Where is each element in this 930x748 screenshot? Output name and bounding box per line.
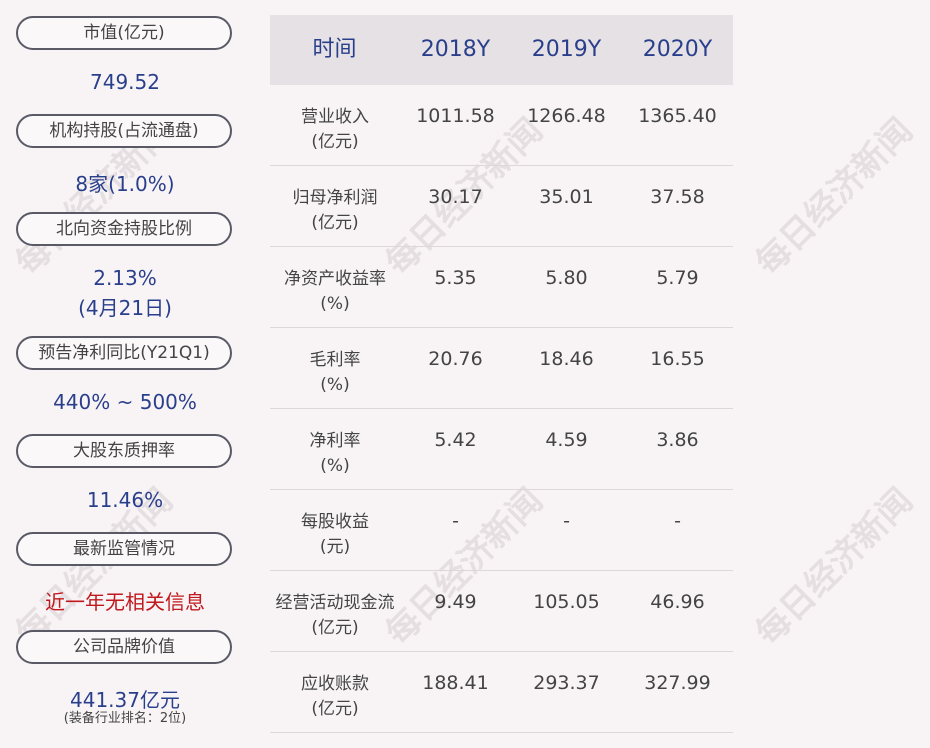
table-cell: 5.35 [434, 267, 477, 289]
institutional-holding-value: 8家(1.0%) [75, 172, 175, 196]
table-cell: 20.76 [428, 348, 483, 370]
table-cell: 188.41 [422, 672, 489, 694]
table-cell: 5.42 [434, 429, 477, 451]
table-row: 净利率 (%) 5.42 4.59 3.86 [270, 409, 733, 490]
table-cell: 5.80 [545, 267, 588, 289]
table-row: 净资产收益率 (%) 5.35 5.80 5.79 [270, 247, 733, 328]
pledge-ratio-value: 11.46% [86, 488, 164, 512]
table-cell: 327.99 [644, 672, 711, 694]
row-label-text: 应收账款 [301, 674, 369, 694]
brand-value-value: 441.37亿元 [70, 688, 180, 712]
row-label-text: 净资产收益率 [284, 269, 386, 289]
row-label: 应收账款 (亿元) [270, 652, 400, 722]
profit-forecast-value: 440% ~ 500% [53, 390, 197, 414]
row-label: 经营活动现金流 (亿元) [270, 571, 400, 641]
row-label: 毛利率 (%) [270, 328, 400, 398]
row-label-text: 每股收益 [301, 512, 369, 532]
table-cell: - [452, 510, 459, 532]
row-label-text: 经营活动现金流 [275, 593, 395, 613]
table-cell: 293.37 [533, 672, 600, 694]
row-label-text: 营业收入 [301, 107, 369, 127]
row-label: 净利率 (%) [270, 409, 400, 479]
table-cell: 46.96 [650, 591, 705, 613]
header-year: 2020Y [642, 37, 713, 62]
table-cell: 9.49 [434, 591, 477, 613]
table-cell: - [674, 510, 681, 532]
row-label: 营业收入 (亿元) [270, 85, 400, 155]
table-cell: 35.01 [539, 186, 594, 208]
row-label: 归母净利润 (亿元) [270, 166, 400, 236]
profit-forecast-label: 预告净利同比(Y21Q1) [16, 336, 232, 370]
row-label-unit: (亿元) [311, 213, 359, 233]
row-label-unit: (%) [320, 294, 350, 314]
market-cap-label: 市值(亿元) [16, 16, 232, 50]
table-cell: 1011.58 [416, 105, 495, 127]
header-year: 2019Y [531, 37, 602, 62]
left-summary-panel: 市值(亿元) 749.52 机构持股(占流通盘) 8家(1.0%) 北向资金持股… [0, 0, 250, 748]
row-label-text: 净利率 [309, 431, 361, 451]
brand-value-rank-note: (装备行业排名：2位) [63, 711, 187, 726]
northbound-ratio-value: 2.13% [93, 266, 157, 290]
watermark: 每日经济新闻 [748, 110, 921, 284]
table-cell: 5.79 [656, 267, 699, 289]
regulatory-status-label: 最新监管情况 [16, 532, 232, 566]
row-label-unit: (%) [320, 375, 350, 395]
table-row: 营业收入 (亿元) 1011.58 1266.48 1365.40 [270, 85, 733, 166]
table-row: 每股收益 (元) - - - [270, 490, 733, 571]
table-cell: 1266.48 [527, 105, 606, 127]
row-label-text: 毛利率 [309, 350, 361, 370]
table-cell: 105.05 [533, 591, 600, 613]
regulatory-status-value: 近一年无相关信息 [45, 590, 205, 614]
header-time: 时间 [312, 37, 357, 62]
brand-value-label: 公司品牌价值 [16, 630, 232, 664]
table-header: 时间 2018Y 2019Y 2020Y [270, 15, 733, 85]
table-row: 应收账款 (亿元) 188.41 293.37 327.99 [270, 652, 733, 733]
row-label: 每股收益 (元) [270, 490, 400, 560]
row-label-text: 归母净利润 [292, 188, 378, 208]
table-cell: 30.17 [428, 186, 483, 208]
row-label-unit: (亿元) [311, 618, 359, 638]
market-cap-value: 749.52 [90, 70, 160, 94]
table-cell: 18.46 [539, 348, 594, 370]
table-cell: 3.86 [656, 429, 699, 451]
table-cell: 16.55 [650, 348, 705, 370]
watermark: 每日经济新闻 [748, 480, 921, 654]
northbound-ratio-label: 北向资金持股比例 [16, 212, 232, 246]
table-cell: 4.59 [545, 429, 588, 451]
table-row: 归母净利润 (亿元) 30.17 35.01 37.58 [270, 166, 733, 247]
table-row: 经营活动现金流 (亿元) 9.49 105.05 46.96 [270, 571, 733, 652]
header-year: 2018Y [420, 37, 491, 62]
table-cell: - [563, 510, 570, 532]
row-label-unit: (亿元) [311, 699, 359, 719]
pledge-ratio-label: 大股东质押率 [16, 434, 232, 468]
row-label-unit: (%) [320, 456, 350, 476]
institutional-holding-label: 机构持股(占流通盘) [16, 114, 232, 148]
row-label-unit: (亿元) [311, 132, 359, 152]
table-cell: 1365.40 [638, 105, 717, 127]
row-label-unit: (元) [319, 537, 351, 557]
table-row: 毛利率 (%) 20.76 18.46 16.55 [270, 328, 733, 409]
row-label: 净资产收益率 (%) [270, 247, 400, 317]
table-cell: 37.58 [650, 186, 705, 208]
northbound-ratio-date: (4月21日) [78, 296, 172, 320]
